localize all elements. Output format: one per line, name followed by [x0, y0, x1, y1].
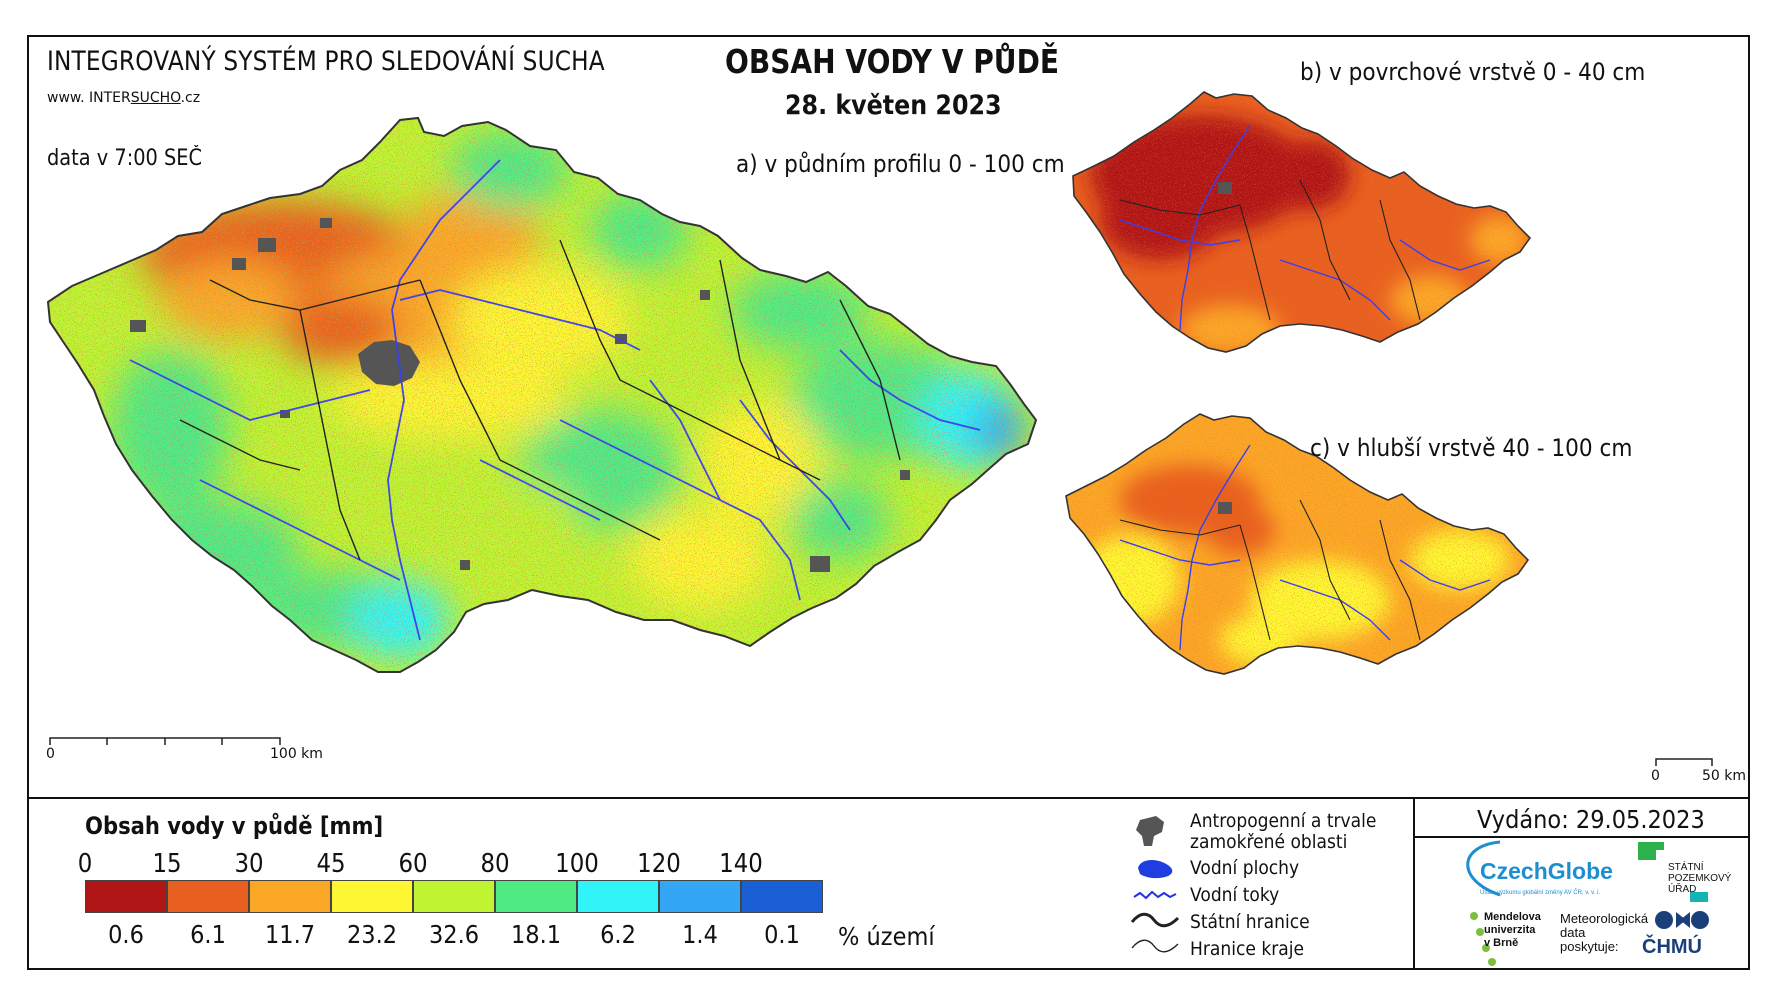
- legend-percent-label: % území: [838, 922, 935, 951]
- spu-logo-mark: [1638, 842, 1656, 860]
- legend-tick: 100: [555, 849, 599, 879]
- url-suffix: .cz: [180, 90, 201, 106]
- legend-percent: 23.2: [346, 920, 398, 949]
- river-icon: [1133, 890, 1177, 900]
- legend-divider: [27, 797, 1750, 799]
- czechglobe-logo: CzechGlobe: [1480, 858, 1613, 884]
- met-line2: data: [1560, 925, 1586, 940]
- map-b-label: b) v povrchové vrstvě 0 - 40 cm: [1300, 58, 1646, 86]
- legend-percent: 0.6: [108, 920, 144, 949]
- legend-tick: 80: [480, 849, 510, 879]
- spu-line3: ÚŘAD: [1668, 884, 1697, 895]
- legend-title: Obsah vody v půdě [mm]: [85, 812, 384, 840]
- scale-main-end: 100 km: [270, 746, 323, 762]
- legend-anthropogenic-line1: Antropogenní a trvale: [1190, 810, 1377, 832]
- footer-divider: [1413, 797, 1415, 970]
- mendel-line1: Mendelova: [1484, 911, 1541, 923]
- czechglobe-subtitle: Ústav výzkumu globální změny AV ČR, v. v…: [1480, 890, 1601, 896]
- map-b-surface-0-40: [1072, 91, 1531, 353]
- legend-percent: 6.2: [600, 920, 636, 949]
- mendel-logo-text: Mendelova univerzita v Brně: [1484, 911, 1541, 950]
- legend-swatch: [85, 880, 167, 913]
- state-border-icon: [1130, 912, 1180, 928]
- legend-swatch: [577, 880, 659, 913]
- legend-swatch: [413, 880, 495, 913]
- chmu-logo: ČHMÚ: [1642, 936, 1702, 958]
- water-body-icon: [1138, 860, 1173, 879]
- anthropogenic-icon: [1136, 816, 1164, 846]
- legend-tick: 30: [234, 849, 264, 879]
- issued-date: Vydáno: 29.05.2023: [1477, 805, 1705, 834]
- main-title: OBSAH VODY V PŮDĚ: [725, 42, 1060, 81]
- legend-percent: 18.1: [510, 920, 562, 949]
- map-c-label: c) v hlubší vrstvě 40 - 100 cm: [1310, 434, 1633, 462]
- met-line3: poskytuje:: [1560, 939, 1619, 954]
- map-frame: [27, 35, 1750, 970]
- spu-logo-text: STÁTNÍ POZEMKOVÝ ÚŘAD: [1668, 862, 1731, 895]
- legend-anthropogenic-line2: zamokřené oblasti: [1190, 831, 1348, 853]
- region-border-icon: [1131, 939, 1179, 953]
- czechglobe-logo-arc: [1466, 840, 1501, 897]
- legend-swatch: [495, 880, 577, 913]
- legend-tick: 45: [316, 849, 346, 879]
- system-title: INTEGROVANÝ SYSTÉM PRO SLEDOVÁNÍ SUCHA: [47, 46, 605, 77]
- legend-region-border: Hranice kraje: [1190, 938, 1305, 960]
- scale-bar-small: [1655, 758, 1713, 766]
- met-line1: Meteorologická: [1560, 911, 1649, 926]
- legend-percent: 6.1: [190, 920, 226, 949]
- mendel-logo-dots: [1470, 912, 1496, 966]
- map-a-label: a) v půdním profilu 0 - 100 cm: [736, 150, 1065, 178]
- legend-state-border: Státní hranice: [1190, 911, 1310, 933]
- issued-divider: [1413, 836, 1750, 838]
- legend-tick: 0: [77, 849, 93, 879]
- legend-percent: 1.4: [682, 920, 718, 949]
- mendel-line3: v Brně: [1484, 937, 1519, 949]
- url-prefix: www. INTER: [47, 90, 131, 106]
- legend-tick: 60: [398, 849, 428, 879]
- legend-tick: 140: [719, 849, 763, 879]
- logos: [1466, 840, 1709, 966]
- url-underlined: SUCHO: [130, 90, 181, 106]
- chmu-logo-mark: [1655, 911, 1709, 929]
- legend-percent: 11.7: [264, 920, 316, 949]
- spu-line1: STÁTNÍ: [1668, 862, 1704, 873]
- legend-percent: 32.6: [428, 920, 480, 949]
- legend-water-bodies: Vodní plochy: [1190, 857, 1300, 879]
- mendel-line2: univerzita: [1484, 924, 1536, 936]
- map-a-profile-0-100: [47, 117, 1037, 673]
- scale-small-start: 0: [1651, 768, 1660, 784]
- legend-percent: 0.1: [764, 920, 800, 949]
- website-url[interactable]: www. INTERSUCHO.cz: [47, 90, 200, 106]
- legend-swatch: [331, 880, 413, 913]
- scale-small-end: 50 km: [1702, 768, 1747, 784]
- legend-rivers: Vodní toky: [1190, 884, 1280, 906]
- map-legend-symbols: [1130, 816, 1180, 953]
- legend-swatch: [659, 880, 741, 913]
- spu-line2: POZEMKOVÝ: [1668, 873, 1732, 884]
- legend-swatch: [167, 880, 249, 913]
- legend-anthropogenic: Antropogenní a trvale zamokřené oblasti: [1190, 811, 1376, 853]
- legend-swatch: [249, 880, 331, 913]
- legend-swatch: [741, 880, 823, 913]
- scale-bar-main: [49, 737, 281, 745]
- legend-tick: 15: [152, 849, 182, 879]
- met-data-provider: Meteorologická data poskytuje:: [1560, 912, 1648, 954]
- scale-main-start: 0: [46, 746, 55, 762]
- legend-tick: 120: [637, 849, 681, 879]
- data-time: data v 7:00 SEČ: [47, 146, 203, 171]
- main-date: 28. květen 2023: [785, 90, 1002, 121]
